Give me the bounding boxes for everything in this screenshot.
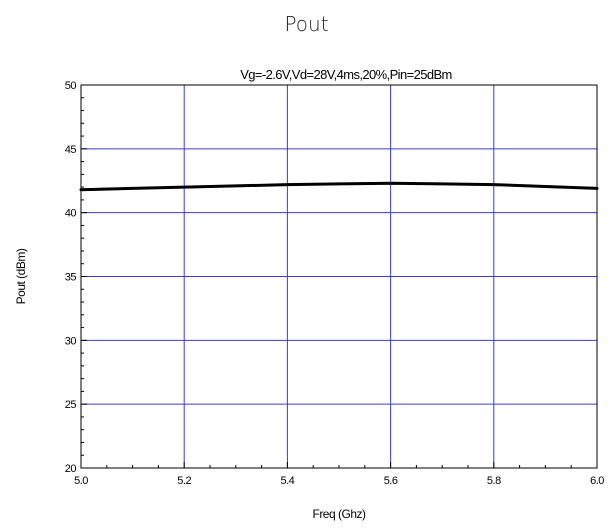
- x-tick-label: 5.2: [177, 475, 191, 487]
- x-tick-label: 5.6: [384, 475, 398, 487]
- x-tick-label: 5.4: [281, 475, 295, 487]
- pout-series-line: [79, 181, 599, 192]
- page-title: Pout: [284, 12, 329, 36]
- y-axis-label: Pout (dBm): [14, 248, 28, 304]
- y-tick-label: 30: [65, 335, 77, 347]
- series-layer: [79, 181, 599, 192]
- x-axis-label: Freq (Ghz): [312, 507, 366, 521]
- y-tick-label: 20: [65, 463, 77, 475]
- chart-subtitle: Vg=-2.6V,Vd=28V,4ms,20%,Pin=25dBm: [240, 67, 452, 82]
- y-tick-label: 25: [65, 399, 77, 411]
- y-tick-label: 45: [65, 144, 77, 156]
- y-tick-label: 35: [65, 272, 77, 284]
- plot-frame: [80, 84, 598, 469]
- x-tick-label: 5.8: [487, 475, 501, 487]
- x-tick-label: 5.0: [74, 475, 88, 487]
- y-tick-label: 50: [65, 80, 77, 92]
- x-tick-label: 6.0: [590, 475, 604, 487]
- tick-labels: 5.0 5.2 5.4 5.6 5.8 6.0 20 25 30 35 40 45 50: [65, 80, 605, 487]
- y-tick-label: 40: [65, 208, 77, 220]
- grid-lines: [81, 85, 597, 468]
